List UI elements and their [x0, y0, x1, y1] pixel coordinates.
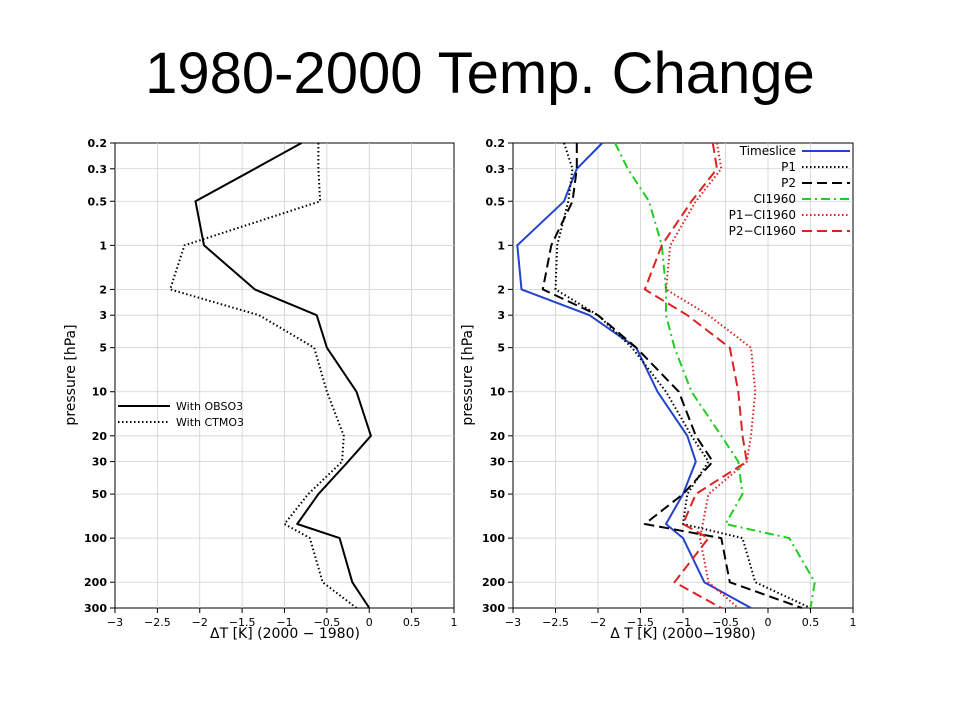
x-tick-label: −1: [276, 616, 292, 629]
y-tick-label: 50: [92, 488, 108, 501]
y-ticks: 0.2 0.3 0.5 1 2 3 5 10 20 30 50 100 200 300: [482, 137, 513, 615]
chart-left-obso3-ctmo3: −3 −2.5 −2 −1.5 −1 −0.5 0 0.5 1 0.2 0.3 0.5 1 2 3 5 10 2…: [63, 137, 458, 642]
y-tick-label: 3: [497, 309, 505, 322]
y-tick-label: 30: [92, 456, 108, 469]
legend-label-ci1960: CI1960: [754, 192, 796, 206]
y-tick-label: 100: [482, 532, 505, 545]
y-tick-label: 300: [84, 602, 107, 615]
x-tick-label: −2: [192, 616, 208, 629]
legend-label-p2-ci1960: P2−CI1960: [729, 224, 796, 238]
y-tick-label: 100: [84, 532, 107, 545]
y-tick-label: 5: [99, 342, 107, 355]
x-tick-label: −0.5: [314, 616, 341, 629]
y-tick-label: 0.2: [88, 137, 108, 150]
grid-lines: [115, 143, 454, 608]
y-tick-label: 300: [482, 602, 505, 615]
x-tick-label: 0.5: [403, 616, 421, 629]
y-tick-label: 5: [497, 342, 505, 355]
legend-label-timeslice: Timeslice: [739, 144, 796, 158]
legend-label-p2: P2: [781, 176, 796, 190]
series-lines: [169, 142, 372, 609]
series-line-p2-ci1960: [643, 142, 748, 609]
y-tick-label: 1: [99, 239, 107, 252]
legend-label-with-obso3: With OBSO3: [176, 400, 243, 413]
y-tick-label: 20: [92, 430, 108, 443]
x-tick-label: 0: [366, 616, 373, 629]
grid-lines: [513, 143, 853, 608]
y-ticks: 0.2 0.3 0.5 1 2 3 5 10 20 30 50 100 200 300: [84, 137, 115, 615]
x-tick-label: 0.5: [802, 616, 820, 629]
legend-label-with-ctmo3: With CTMO3: [176, 416, 244, 429]
legend-label-p1-ci1960: P1−CI1960: [729, 208, 796, 222]
x-tick-label: −2.5: [542, 616, 569, 629]
y-tick-label: 0.5: [486, 195, 506, 208]
y-tick-label: 1: [497, 239, 505, 252]
y-tick-label: 10: [490, 386, 506, 399]
slide-title: 1980-2000 Temp. Change: [145, 41, 815, 106]
y-tick-label: 200: [482, 576, 505, 589]
x-tick-label: 1: [451, 616, 458, 629]
y-tick-label: 2: [99, 283, 107, 296]
legend: Timeslice P1 P2 CI1960 P1−CI1960 P2−CI1960: [729, 144, 850, 238]
legend-label-p1: P1: [781, 160, 796, 174]
x-ticks: −3 −2.5 −2 −1.5 −1 −0.5 0 0.5 1: [107, 608, 458, 629]
x-tick-label: −1.5: [627, 616, 654, 629]
y-tick-label: 0.2: [486, 137, 506, 150]
x-tick-label: 1: [850, 616, 857, 629]
y-tick-label: 0.3: [486, 163, 506, 176]
x-tick-label: 0: [765, 616, 772, 629]
y-tick-label: 0.3: [88, 163, 108, 176]
series-line-p1-ci1960: [665, 142, 757, 609]
x-tick-label: −1.5: [229, 616, 256, 629]
series-line-with-obso3: [194, 142, 372, 609]
x-tick-label: −2.5: [144, 616, 171, 629]
y-tick-label: 10: [92, 386, 108, 399]
series-line-p2: [541, 143, 803, 609]
series-lines: [516, 142, 816, 609]
y-axis-label: pressure [hPa]: [63, 324, 79, 425]
x-axis-label: Δ T [K] (2000−1980): [610, 626, 756, 642]
x-axis-label: ΔT [K] (2000 − 1980): [210, 626, 360, 642]
series-line-ci1960: [614, 142, 816, 609]
x-ticks: −3 −2.5 −2 −1.5 −1 −0.5 0 0.5 1: [505, 608, 857, 629]
legend: With OBSO3 With CTMO3: [118, 400, 244, 429]
plot-frame: [512, 142, 854, 609]
series-line-p1: [554, 142, 811, 609]
y-tick-label: 200: [84, 576, 107, 589]
y-tick-label: 50: [490, 488, 506, 501]
x-tick-label: −3: [107, 616, 123, 629]
y-tick-label: 30: [490, 456, 506, 469]
y-tick-label: 2: [497, 283, 505, 296]
x-tick-label: −3: [505, 616, 521, 629]
y-tick-label: 20: [490, 430, 506, 443]
x-tick-label: −2: [590, 616, 606, 629]
y-tick-label: 0.5: [88, 195, 108, 208]
x-tick-label: −1: [675, 616, 691, 629]
series-line-timeslice: [516, 142, 752, 609]
x-tick-label: −0.5: [712, 616, 739, 629]
y-tick-label: 3: [99, 309, 107, 322]
